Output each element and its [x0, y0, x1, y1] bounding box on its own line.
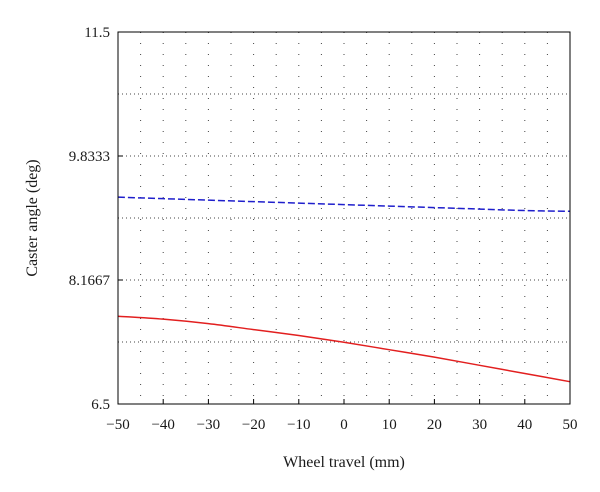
y-tick-label: 6.5	[91, 397, 110, 413]
series-line-1	[117, 196, 571, 213]
x-tick-label: 50	[563, 417, 578, 433]
x-tick-label: 40	[517, 417, 532, 433]
series-layer	[117, 196, 571, 383]
y-tick-label: 11.5	[84, 25, 110, 41]
x-tick-label: 20	[427, 417, 442, 433]
x-tick-label: 0	[340, 417, 348, 433]
y-tick-label: 8.1667	[69, 273, 111, 289]
x-tick-label: −30	[197, 417, 220, 433]
x-tick-label: −50	[106, 417, 129, 433]
ticks	[117, 31, 571, 405]
y-tick-label: 9.8333	[69, 149, 110, 165]
series-line-2	[117, 315, 571, 383]
x-axis-title: Wheel travel (mm)	[283, 454, 405, 471]
grid	[118, 32, 570, 404]
x-tick-label: −20	[242, 417, 265, 433]
x-tick-label: 30	[472, 417, 487, 433]
x-tick-label: −40	[151, 417, 174, 433]
x-tick-label: 10	[382, 417, 397, 433]
y-axis-title: Caster angle (deg)	[24, 159, 41, 276]
x-tick-label: −10	[287, 417, 310, 433]
tick-labels: −50 −40 −30 −20 −10 0 10 20 30 40 50 6.5 8.1667 9.833…	[69, 25, 578, 433]
